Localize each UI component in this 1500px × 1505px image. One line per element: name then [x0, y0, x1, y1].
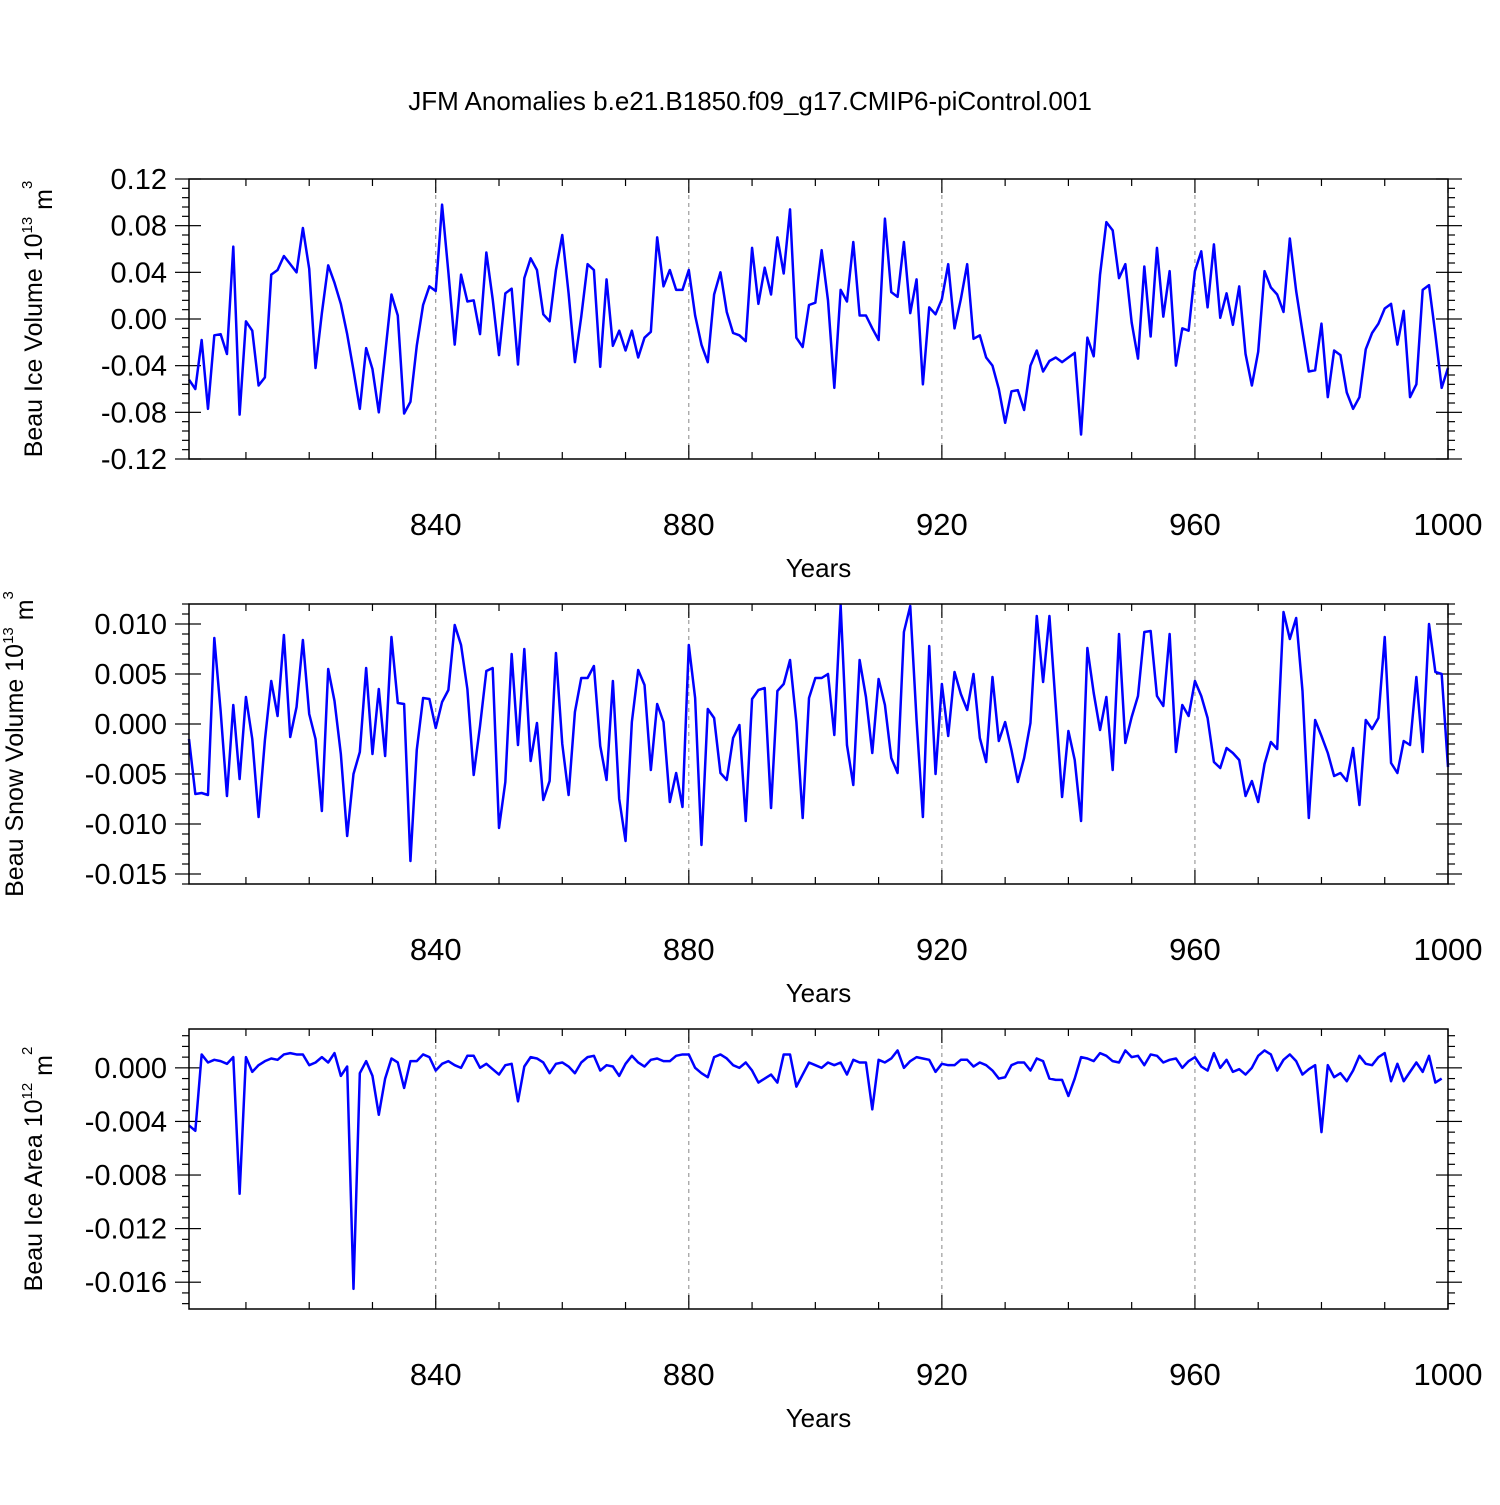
ice-volume-x-tick-label: 880 — [663, 507, 715, 542]
snow-volume-y-axis-label-part: m — [11, 599, 39, 627]
ice-volume-x-tick-label: 920 — [916, 507, 968, 542]
panel-ice-volume: -0.12 -0.08 -0.04 0.00 0.04 0.08 0.12 840 880 920… — [19, 164, 1482, 583]
ice-volume-x-axis-label: Years — [786, 553, 852, 583]
ice-volume-x-tick-label: 960 — [1169, 507, 1221, 542]
ice-area-y-tick-label: -0.008 — [85, 1160, 167, 1192]
ice-area-y-axis-label-part: 12 — [19, 1083, 36, 1100]
ice-volume-y-tick-label: -0.08 — [101, 397, 167, 429]
snow-volume-y-tick-label: 0.000 — [94, 709, 167, 741]
ice-volume-y-tick-label: 0.00 — [111, 304, 167, 336]
snow-volume-x-tick-label: 880 — [663, 932, 715, 967]
ice-volume-x-tick-label: 840 — [410, 507, 462, 542]
ice-volume-y-tick-label: 0.12 — [111, 164, 167, 196]
snow-volume-y-tick-label: -0.010 — [85, 809, 167, 841]
snow-volume-y-axis-label-part: 3 — [0, 591, 17, 599]
ice-area-x-tick-label: 920 — [916, 1357, 968, 1392]
snow-volume-y-tick-label: -0.015 — [85, 859, 167, 891]
ice-volume-plot-frame — [188, 178, 1449, 460]
ice-area-x-tick-label: 840 — [410, 1357, 462, 1392]
ice-volume-y-axis-label-part: 13 — [19, 217, 36, 234]
snow-volume-plot-frame — [188, 603, 1449, 885]
ice-area-plot-frame — [188, 1028, 1449, 1310]
ice-area-y-tick-label: -0.016 — [85, 1267, 167, 1299]
ice-area-y-tick-label: 0.000 — [94, 1053, 167, 1085]
ice-volume-y-axis-label-part: Beau Ice Volume 10 — [20, 234, 48, 458]
snow-volume-x-axis-label: Years — [786, 978, 852, 1008]
snow-volume-y-axis-label: Beau Snow Volume 1013 m3 — [0, 591, 39, 897]
ice-area-x-tick-label: 960 — [1169, 1357, 1221, 1392]
snow-volume-y-axis-label-part: Beau Snow Volume 10 — [1, 644, 29, 897]
ice-area-y-axis-label-part: 2 — [19, 1047, 36, 1055]
panel-snow-volume: -0.015 -0.010 -0.005 0.000 0.005 0.010 840 880 9… — [0, 591, 1482, 1008]
ice-area-series-line — [188, 1049, 1443, 1291]
snow-volume-y-axis-label-part: 13 — [0, 627, 17, 644]
ice-volume-y-tick-label: -0.04 — [101, 351, 167, 383]
snow-volume-y-tick-label: 0.010 — [94, 609, 167, 641]
panel-ice-area: -0.016 -0.012 -0.008 -0.004 0.000 840 880 920 96… — [19, 1028, 1483, 1433]
ice-area-y-axis-label-part: Beau Ice Area 10 — [20, 1100, 48, 1292]
ice-volume-x-tick-label: 1000 — [1414, 507, 1483, 542]
ice-volume-series-line — [187, 203, 1450, 436]
ice-area-x-tick-label: 1000 — [1414, 1357, 1483, 1392]
ice-area-x-tick-label: 880 — [663, 1357, 715, 1392]
ice-volume-y-tick-label: 0.04 — [111, 257, 167, 289]
snow-volume-series-line — [187, 603, 1450, 863]
ice-volume-y-axis-label: Beau Ice Volume 1013 m3 — [19, 181, 58, 458]
snow-volume-y-tick-label: -0.005 — [85, 759, 167, 791]
snow-volume-y-tick-label: 0.005 — [94, 659, 167, 691]
ice-area-y-tick-label: -0.012 — [85, 1214, 167, 1246]
ice-area-y-tick-label: -0.004 — [85, 1106, 167, 1138]
ice-area-x-axis-label: Years — [786, 1403, 852, 1433]
ice-area-y-axis-label: Beau Ice Area 1012 m2 — [19, 1047, 58, 1292]
snow-volume-x-tick-label: 840 — [410, 932, 462, 967]
chart-title: JFM Anomalies b.e21.B1850.f09_g17.CMIP6-… — [408, 86, 1092, 116]
ice-volume-y-axis-label-part: 3 — [19, 181, 36, 189]
snow-volume-x-tick-label: 920 — [916, 932, 968, 967]
ice-volume-y-tick-label: 0.08 — [111, 211, 167, 243]
ice-area-y-axis-label-part: m — [30, 1055, 58, 1083]
snow-volume-x-tick-label: 1000 — [1414, 932, 1483, 967]
ice-volume-y-tick-label: -0.12 — [101, 444, 167, 476]
snow-volume-x-tick-label: 960 — [1169, 932, 1221, 967]
ice-volume-y-axis-label-part: m — [30, 189, 58, 217]
